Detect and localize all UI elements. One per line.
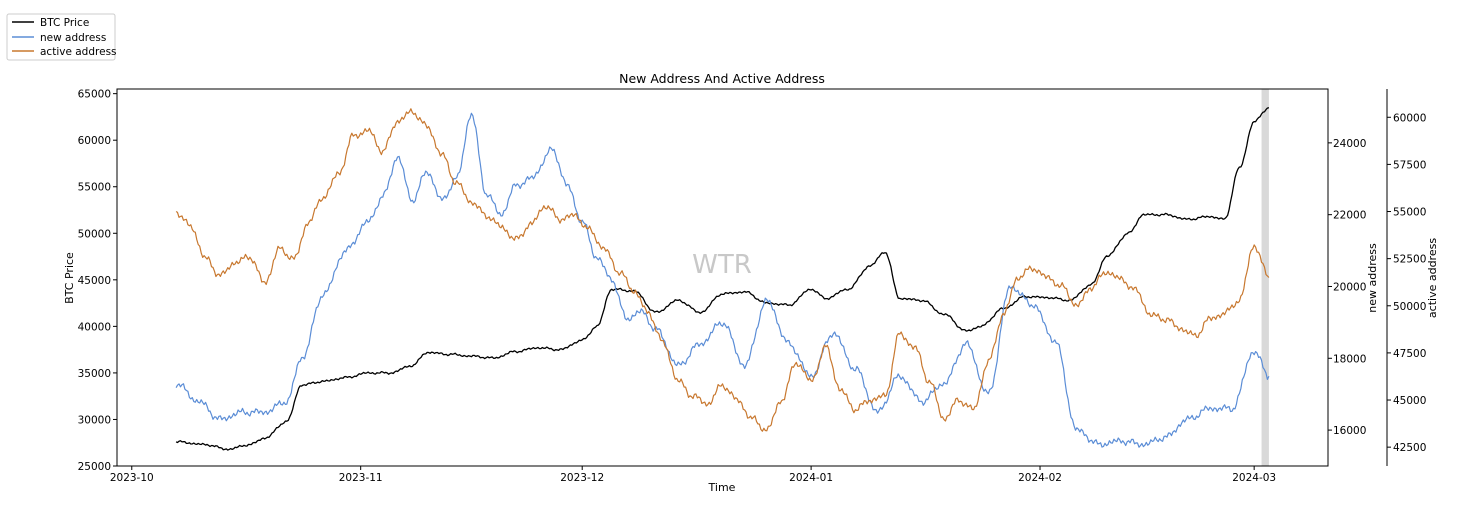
active-address-tick-label: 55000 <box>1393 207 1426 219</box>
right-axis-active-address-label: active address <box>1426 238 1439 318</box>
left-tick-label: 30000 <box>78 414 111 426</box>
left-tick-label: 45000 <box>78 275 111 287</box>
chart-title: New Address And Active Address <box>619 71 825 86</box>
series-layer <box>175 106 1270 451</box>
legend-label-active-address: active address <box>40 46 117 58</box>
right-axis-new-address-label: new address <box>1366 243 1379 313</box>
legend-box <box>6 13 116 61</box>
x-tick-label: 2024-02 <box>1018 472 1062 484</box>
active-address-line <box>175 108 1270 432</box>
x-tick-label: 2023-10 <box>110 472 154 484</box>
right-axis-active-address: 42500 45000 47500 50000 52500 55000 57500 60000 <box>1387 112 1426 454</box>
left-axis: 25000 30000 35000 40000 45000 50000 55000 60000… <box>78 89 117 473</box>
left-tick-label: 65000 <box>78 89 111 101</box>
active-address-tick-label: 60000 <box>1393 112 1426 124</box>
x-tick-label: 2024-03 <box>1232 472 1276 484</box>
new-address-tick-label: 18000 <box>1333 353 1366 365</box>
new-address-line <box>175 112 1270 448</box>
new-address-tick-label: 22000 <box>1333 210 1366 222</box>
left-tick-label: 60000 <box>78 135 111 147</box>
left-axis-label: BTC Price <box>63 252 76 304</box>
x-tick-label: 2023-11 <box>339 472 383 484</box>
left-tick-label: 55000 <box>78 182 111 194</box>
right-axis-new-address: 16000 18000 20000 22000 24000 <box>1328 138 1366 437</box>
left-tick-label: 40000 <box>78 321 111 333</box>
active-address-tick-label: 50000 <box>1393 301 1426 313</box>
x-tick-label: 2023-12 <box>560 472 604 484</box>
active-address-tick-label: 52500 <box>1393 254 1426 266</box>
x-axis: 2023-10 2023-11 2023-12 2024-01 2024-02 2024-… <box>110 466 1276 484</box>
new-address-tick-label: 24000 <box>1333 138 1366 150</box>
plot-area <box>117 89 1328 466</box>
active-address-tick-label: 47500 <box>1393 348 1426 360</box>
left-tick-label: 35000 <box>78 368 111 380</box>
legend-label-btc-price: BTC Price <box>40 17 89 29</box>
left-tick-label: 25000 <box>78 461 111 473</box>
left-tick-label: 50000 <box>78 228 111 240</box>
legend-label-new-address: new address <box>40 32 106 44</box>
new-address-tick-label: 16000 <box>1333 425 1366 437</box>
watermark: WTR <box>692 250 752 280</box>
active-address-tick-label: 57500 <box>1393 159 1426 171</box>
x-axis-label: Time <box>708 481 736 494</box>
new-address-tick-label: 20000 <box>1333 281 1366 293</box>
btc-price-line <box>175 106 1270 451</box>
legend: BTC Price new address active address <box>6 13 117 61</box>
highlight-band <box>1261 89 1269 466</box>
active-address-tick-label: 45000 <box>1393 395 1426 407</box>
active-address-tick-label: 42500 <box>1393 442 1426 454</box>
plot-frame <box>116 88 1329 467</box>
x-tick-label: 2024-01 <box>789 472 833 484</box>
